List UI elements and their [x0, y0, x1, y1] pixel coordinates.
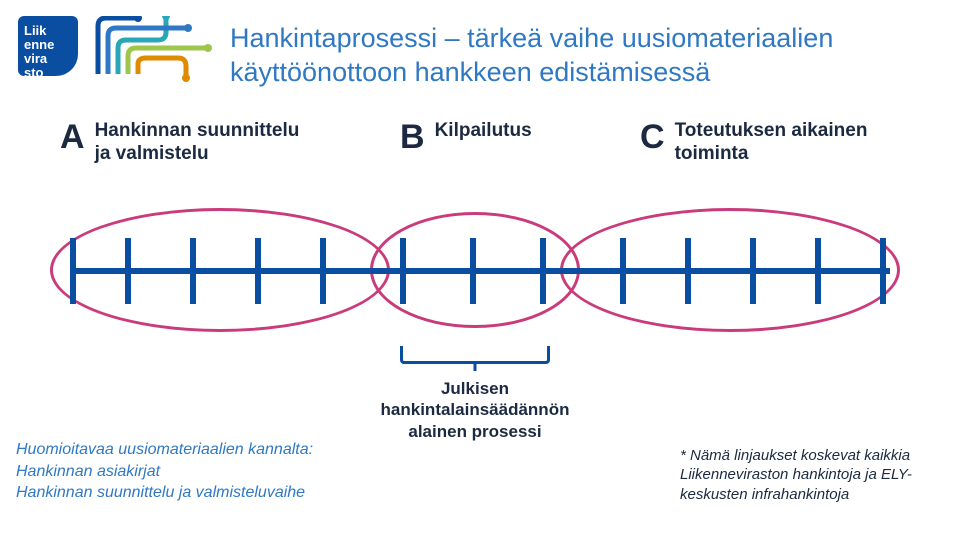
phase-a: A Hankinnan suunnitteluja valmistelu: [60, 120, 400, 166]
bracket-label: Julkisen hankintalainsäädännönalainen pr…: [380, 378, 570, 442]
phase-headers: A Hankinnan suunnitteluja valmistelu B K…: [60, 120, 920, 166]
liikennevirasto-logo: Liik enne vira sto: [18, 16, 78, 76]
page-title: Hankintaprosessi – tärkeä vaihe uusiomat…: [230, 22, 910, 90]
slide: Liik enne vira sto Hankintaprosessi – tä…: [0, 0, 960, 542]
phase-c: C Toteutuksen aikainentoiminta: [640, 120, 920, 166]
phase-b: B Kilpailutus: [400, 120, 640, 154]
logo-text-3: vira: [24, 52, 72, 66]
phase-a-label: Hankinnan suunnitteluja valmistelu: [95, 120, 300, 166]
timeline-tick: [255, 238, 261, 304]
notes: Huomioitavaa uusiomateriaalien kannalta:…: [16, 439, 313, 504]
timeline-tick: [815, 238, 821, 304]
timeline-tick: [620, 238, 626, 304]
logo-text-2: enne: [24, 38, 72, 52]
footnote: * Nämä linjaukset koskevat kaikkia Liike…: [680, 446, 920, 505]
timeline-tick: [750, 238, 756, 304]
timeline-tick: [400, 238, 406, 304]
timeline: [70, 200, 890, 340]
notes-line-3: Hankinnan suunnittelu ja valmisteluvaihe: [16, 482, 313, 504]
phase-b-label: Kilpailutus: [435, 120, 532, 143]
timeline-tick: [190, 238, 196, 304]
bracket-group: Julkisen hankintalainsäädännönalainen pr…: [380, 346, 570, 442]
timeline-tick: [470, 238, 476, 304]
logo-lines-icon: [78, 16, 218, 86]
phase-a-letter: A: [60, 120, 85, 154]
phase-b-letter: B: [400, 120, 425, 154]
timeline-tick: [540, 238, 546, 304]
timeline-tick: [320, 238, 326, 304]
timeline-tick: [125, 238, 131, 304]
phase-c-letter: C: [640, 120, 665, 154]
timeline-tick: [880, 238, 886, 304]
timeline-tick: [70, 238, 76, 304]
phase-c-label: Toteutuksen aikainentoiminta: [675, 120, 868, 166]
logo-box: Liik enne vira sto: [18, 16, 78, 76]
logo-text-4: sto: [24, 66, 72, 80]
notes-line-2: Hankinnan asiakirjat: [16, 461, 313, 483]
timeline-tick: [685, 238, 691, 304]
logo-text-1: Liik: [24, 24, 72, 38]
notes-line-1: Huomioitavaa uusiomateriaalien kannalta:: [16, 439, 313, 461]
bracket-icon: [400, 346, 550, 364]
